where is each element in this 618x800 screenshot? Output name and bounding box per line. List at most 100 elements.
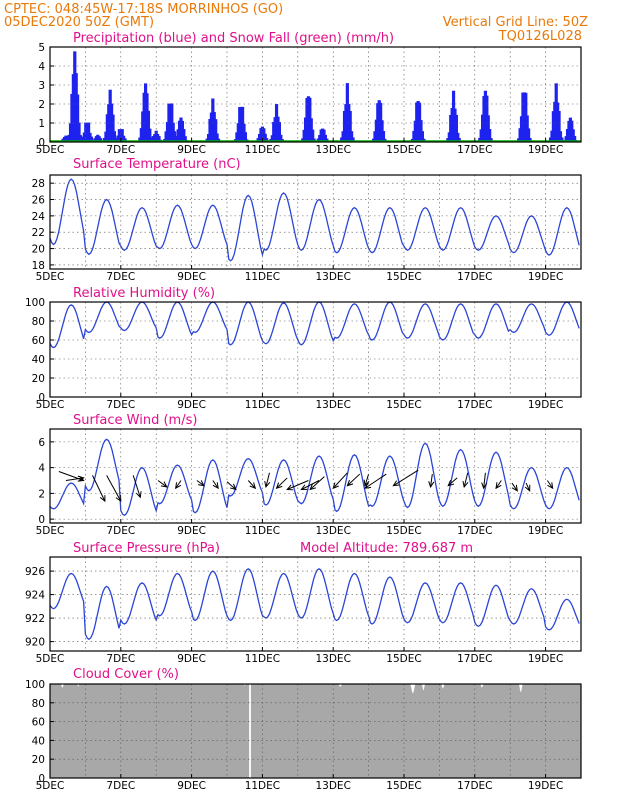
cloud-cover-panel-title: Cloud Cover (%) <box>73 667 179 682</box>
cloud-cover-area <box>50 684 581 778</box>
wind-arrow <box>196 480 205 487</box>
precipitation-panel-title: Precipitation (blue) and Snow Fall (gree… <box>73 31 394 46</box>
wind-arrow-head <box>481 482 488 490</box>
wind-arrow <box>157 480 168 488</box>
precip-bar <box>182 128 186 142</box>
precip-bar <box>456 132 460 142</box>
y-tick-label: 18 <box>32 260 45 272</box>
x-tick-label: 5DEC <box>36 525 65 537</box>
precip-bar <box>173 131 177 142</box>
wind-arrow <box>92 475 106 502</box>
precip-bar <box>381 131 386 142</box>
wind-arrow <box>265 472 270 488</box>
wind-arrow <box>132 475 141 498</box>
y-tick-label: 920 <box>25 637 45 649</box>
precip-bar <box>419 120 423 142</box>
y-tick-label: 0 <box>38 392 45 404</box>
y-tick-label: 3 <box>38 80 45 92</box>
y-tick-label: 20 <box>32 754 45 766</box>
wind-arrow <box>495 480 502 489</box>
wind-arrow-head <box>511 484 518 492</box>
precip-bar <box>183 136 187 142</box>
pressure-panel: Surface Pressure (hPa) Model Altitude: 7… <box>25 541 582 665</box>
x-tick-label: 11DEC <box>245 525 280 537</box>
precip-bar <box>77 122 81 142</box>
x-tick-label: 5DEC <box>36 271 65 283</box>
model-altitude-label: Model Altitude: 789.687 m <box>300 541 473 556</box>
wind-arrow-head <box>462 480 469 489</box>
x-tick-label: 11DEC <box>245 780 280 792</box>
precip-bar <box>120 129 124 142</box>
wind-arrow <box>226 481 237 490</box>
wind-arrow-head <box>197 480 205 487</box>
x-tick-label: 7DEC <box>106 780 135 792</box>
wind-arrow-head <box>428 481 435 489</box>
y-tick-label: 100 <box>25 297 45 309</box>
x-tick-label: 9DEC <box>177 525 206 537</box>
pressure-frame <box>49 556 582 652</box>
y-tick-label: 1 <box>38 118 45 130</box>
header-model-id: TQ0126L028 <box>498 29 582 44</box>
wind-arrow <box>175 480 182 489</box>
wind-arrow-head <box>392 480 400 487</box>
y-tick-label: 922 <box>25 613 45 625</box>
temperature-panel-title: Surface Temperature (nC) <box>73 157 241 172</box>
y-tick-label: 0 <box>38 137 45 149</box>
precip-bar <box>157 136 161 142</box>
x-tick-label: 9DEC <box>177 399 206 411</box>
precip-bar <box>323 134 328 142</box>
y-tick-label: 4 <box>38 61 45 73</box>
y-tick-label: 5 <box>38 42 45 54</box>
precip-bar <box>76 94 80 142</box>
wind-arrow <box>463 472 469 488</box>
x-tick-label: 11DEC <box>245 144 280 156</box>
temp-series-line <box>49 178 580 262</box>
wind-arrow-head <box>77 475 85 482</box>
rh-series-line <box>49 301 580 349</box>
wind-arrow-head <box>275 482 283 490</box>
wind-arrow <box>364 473 370 486</box>
y-tick-label: 2 <box>38 99 45 111</box>
temperature-panel: Surface Temperature (nC) 18 20 22 24 26 28 5DE… <box>32 157 582 283</box>
x-tick-label: 9DEC <box>177 653 206 665</box>
wind-arrow-head <box>346 479 354 487</box>
y-tick-label: 80 <box>32 698 45 710</box>
precipitation-panel: Precipitation (blue) and Snow Fall (gree… <box>36 29 582 156</box>
wind-arrow-head <box>309 483 317 491</box>
wind-panel: Surface Wind (m/s) 0 2 4 6 5DEC 7DEC 9DEC 11DEC… <box>36 413 582 537</box>
x-tick-label: 17DEC <box>457 780 492 792</box>
pressure-series-line <box>49 568 580 641</box>
y-tick-label: 60 <box>32 335 45 347</box>
cloud-gap <box>249 684 251 778</box>
wind-arrow-head <box>524 484 531 492</box>
precip-bar <box>263 133 267 142</box>
precip-bar <box>86 122 91 142</box>
x-tick-label: 17DEC <box>457 399 492 411</box>
precip-bar <box>214 119 218 142</box>
wind-arrow <box>332 472 348 489</box>
x-tick-label: 17DEC <box>457 653 492 665</box>
wind-arrow <box>301 480 320 490</box>
x-tick-label: 7DEC <box>106 399 135 411</box>
wind-frame <box>49 428 582 524</box>
precip-bar <box>558 131 563 142</box>
x-tick-label: 7DEC <box>106 271 135 283</box>
y-tick-label: 22 <box>32 227 45 239</box>
precip-bar <box>311 129 315 142</box>
x-tick-label: 9DEC <box>177 271 206 283</box>
wind-arrow <box>447 477 458 487</box>
x-tick-label: 19DEC <box>528 780 563 792</box>
wind-arrow <box>65 477 84 482</box>
wind-arrow <box>483 472 486 489</box>
y-tick-label: 0 <box>38 514 45 526</box>
wind-arrow <box>525 482 531 492</box>
wind-series-line <box>49 438 580 517</box>
wind-arrow <box>364 473 387 489</box>
x-tick-label: 13DEC <box>315 144 350 156</box>
x-tick-label: 15DEC <box>386 271 421 283</box>
precip-bar <box>148 128 152 142</box>
y-tick-label: 20 <box>32 373 45 385</box>
x-tick-label: 5DEC <box>36 144 65 156</box>
x-tick-label: 13DEC <box>315 653 350 665</box>
x-tick-label: 15DEC <box>386 144 421 156</box>
